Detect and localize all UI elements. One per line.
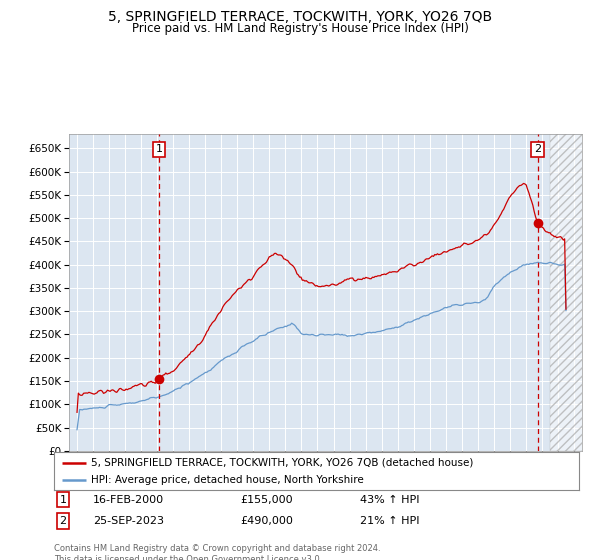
Text: 2: 2 [59, 516, 67, 526]
Text: 25-SEP-2023: 25-SEP-2023 [93, 516, 164, 526]
Text: 2: 2 [534, 144, 541, 155]
Text: 1: 1 [59, 494, 67, 505]
Text: Contains HM Land Registry data © Crown copyright and database right 2024.
This d: Contains HM Land Registry data © Crown c… [54, 544, 380, 560]
Text: 5, SPRINGFIELD TERRACE, TOCKWITH, YORK, YO26 7QB: 5, SPRINGFIELD TERRACE, TOCKWITH, YORK, … [108, 10, 492, 24]
Text: 21% ↑ HPI: 21% ↑ HPI [360, 516, 419, 526]
Text: Price paid vs. HM Land Registry's House Price Index (HPI): Price paid vs. HM Land Registry's House … [131, 22, 469, 35]
Text: £155,000: £155,000 [240, 494, 293, 505]
Bar [550, 134, 598, 451]
Text: 16-FEB-2000: 16-FEB-2000 [93, 494, 164, 505]
Text: 5, SPRINGFIELD TERRACE, TOCKWITH, YORK, YO26 7QB (detached house): 5, SPRINGFIELD TERRACE, TOCKWITH, YORK, … [91, 458, 473, 468]
Bar [550, 134, 598, 451]
Text: 43% ↑ HPI: 43% ↑ HPI [360, 494, 419, 505]
Text: 1: 1 [155, 144, 163, 155]
Text: £490,000: £490,000 [240, 516, 293, 526]
Text: HPI: Average price, detached house, North Yorkshire: HPI: Average price, detached house, Nort… [91, 475, 364, 486]
